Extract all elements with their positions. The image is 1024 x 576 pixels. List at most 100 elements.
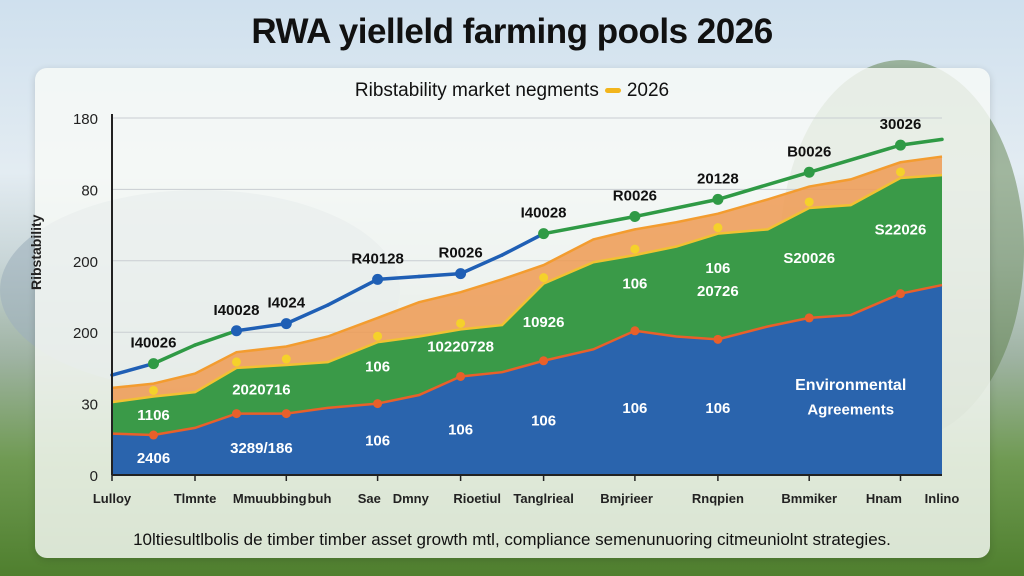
line-marker	[231, 325, 242, 337]
point-label: I40028	[521, 205, 567, 222]
line-segment	[898, 137, 944, 147]
area-label: 106	[365, 358, 390, 375]
x-tick-label: Sae	[358, 491, 381, 506]
x-tick-label: Tanglrieal	[513, 491, 573, 506]
yellow-marker	[713, 223, 723, 233]
yellow-marker	[373, 331, 383, 341]
y-tick-label: 0	[90, 468, 98, 485]
line-marker	[803, 166, 815, 178]
line-marker	[372, 273, 384, 285]
area-label: 106	[705, 400, 730, 417]
x-tick-label: Inlino	[925, 491, 960, 506]
chart-footnote: 10ltiesultlbolis de timber timber asset …	[133, 530, 891, 549]
area-label: 1106	[137, 407, 170, 424]
x-tick-label: Mmuubbing	[233, 491, 307, 506]
orange-area-edge	[111, 155, 943, 390]
line-marker	[538, 228, 550, 240]
line-marker	[280, 318, 292, 330]
point-label: R0026	[613, 188, 657, 205]
line-marker	[712, 193, 724, 205]
line-segment	[807, 143, 903, 175]
line-segment	[417, 271, 463, 279]
point-label: I4024	[268, 295, 306, 312]
area-label: 106	[705, 260, 730, 277]
x-tick-label: Bmjrieer	[600, 491, 653, 506]
area-label: 106	[622, 276, 647, 293]
red-marker	[630, 326, 640, 336]
x-tick-label: Lulloy	[93, 491, 132, 506]
line-marker	[148, 358, 159, 370]
line-segment	[284, 303, 330, 326]
area-blue	[112, 285, 942, 475]
y-tick-label: 200	[73, 254, 98, 271]
area-label: S22026	[875, 221, 927, 238]
red-marker	[281, 409, 291, 419]
line-segment	[500, 231, 546, 257]
area-label: 106	[531, 413, 556, 430]
point-label: R0026	[438, 245, 482, 262]
red-marker	[232, 409, 241, 419]
yellow-marker	[281, 354, 291, 364]
area-label: S20026	[783, 250, 835, 267]
green-area-edge	[111, 173, 943, 404]
area-label: 3289/186	[230, 440, 293, 457]
area-label: 10926	[523, 314, 565, 331]
line-marker	[455, 268, 467, 280]
yellow-marker	[149, 385, 158, 395]
point-label: B0026	[787, 143, 831, 160]
area-label: Agreements	[807, 401, 894, 418]
line-segment	[375, 274, 421, 282]
red-marker	[539, 356, 549, 366]
line-segment	[458, 253, 504, 276]
point-label: 20128	[697, 170, 739, 187]
point-label: I40026	[131, 335, 177, 352]
area-label: Environmental	[795, 377, 906, 394]
point-label: 30026	[880, 116, 922, 133]
subtitle-text: Ribstability market negments	[354, 80, 599, 101]
x-tick-label: Bmmiker	[781, 491, 837, 506]
x-tick-label: Hnam	[866, 491, 902, 506]
point-label: I40028	[214, 302, 260, 319]
legend-swatch	[604, 88, 621, 94]
page-title: RWA yielleld farming pools 2026	[251, 12, 773, 51]
area-label: 2406	[137, 450, 170, 467]
line-segment	[110, 361, 156, 377]
yellow-marker	[630, 244, 640, 254]
yellow-marker	[804, 197, 814, 207]
red-marker	[804, 313, 814, 323]
yellow-marker	[456, 318, 466, 328]
line-segment	[633, 197, 720, 219]
area-label: 20726	[697, 283, 739, 300]
subtitle-year: 2026	[626, 80, 670, 101]
x-tick-label: Dmny	[393, 491, 430, 506]
area-label: 106	[365, 433, 390, 450]
red-marker	[713, 334, 723, 344]
area-label: 2020716	[232, 381, 290, 398]
red-marker	[456, 371, 466, 381]
yellow-marker	[539, 273, 549, 283]
y-tick-label: 80	[81, 182, 98, 199]
area-label: 106	[622, 400, 647, 417]
chart-subtitle: Ribstability market negments 2026	[0, 80, 1024, 102]
blue-area-edge	[111, 283, 943, 437]
line-segment	[541, 214, 637, 236]
y-tick-label: 200	[73, 325, 98, 342]
area-label: 10220728	[427, 338, 494, 355]
line-segment	[326, 277, 380, 307]
line-segment	[193, 329, 239, 347]
x-tick-label: Rioetiul	[453, 491, 501, 506]
yellow-marker	[232, 357, 241, 367]
line-segment	[151, 343, 197, 366]
yellow-marker	[896, 167, 905, 177]
line-marker	[895, 139, 906, 151]
y-tick-label: 180	[73, 111, 98, 128]
red-marker	[373, 399, 383, 409]
red-marker	[149, 430, 158, 440]
y-tick-label: 30	[81, 397, 98, 414]
red-marker	[896, 289, 905, 299]
x-tick-label: Rnqpien	[692, 491, 744, 506]
line-segment	[716, 170, 811, 202]
x-tick-label: Tlmnte	[174, 491, 217, 506]
point-label: R40128	[351, 250, 404, 267]
area-label: 106	[448, 421, 473, 438]
